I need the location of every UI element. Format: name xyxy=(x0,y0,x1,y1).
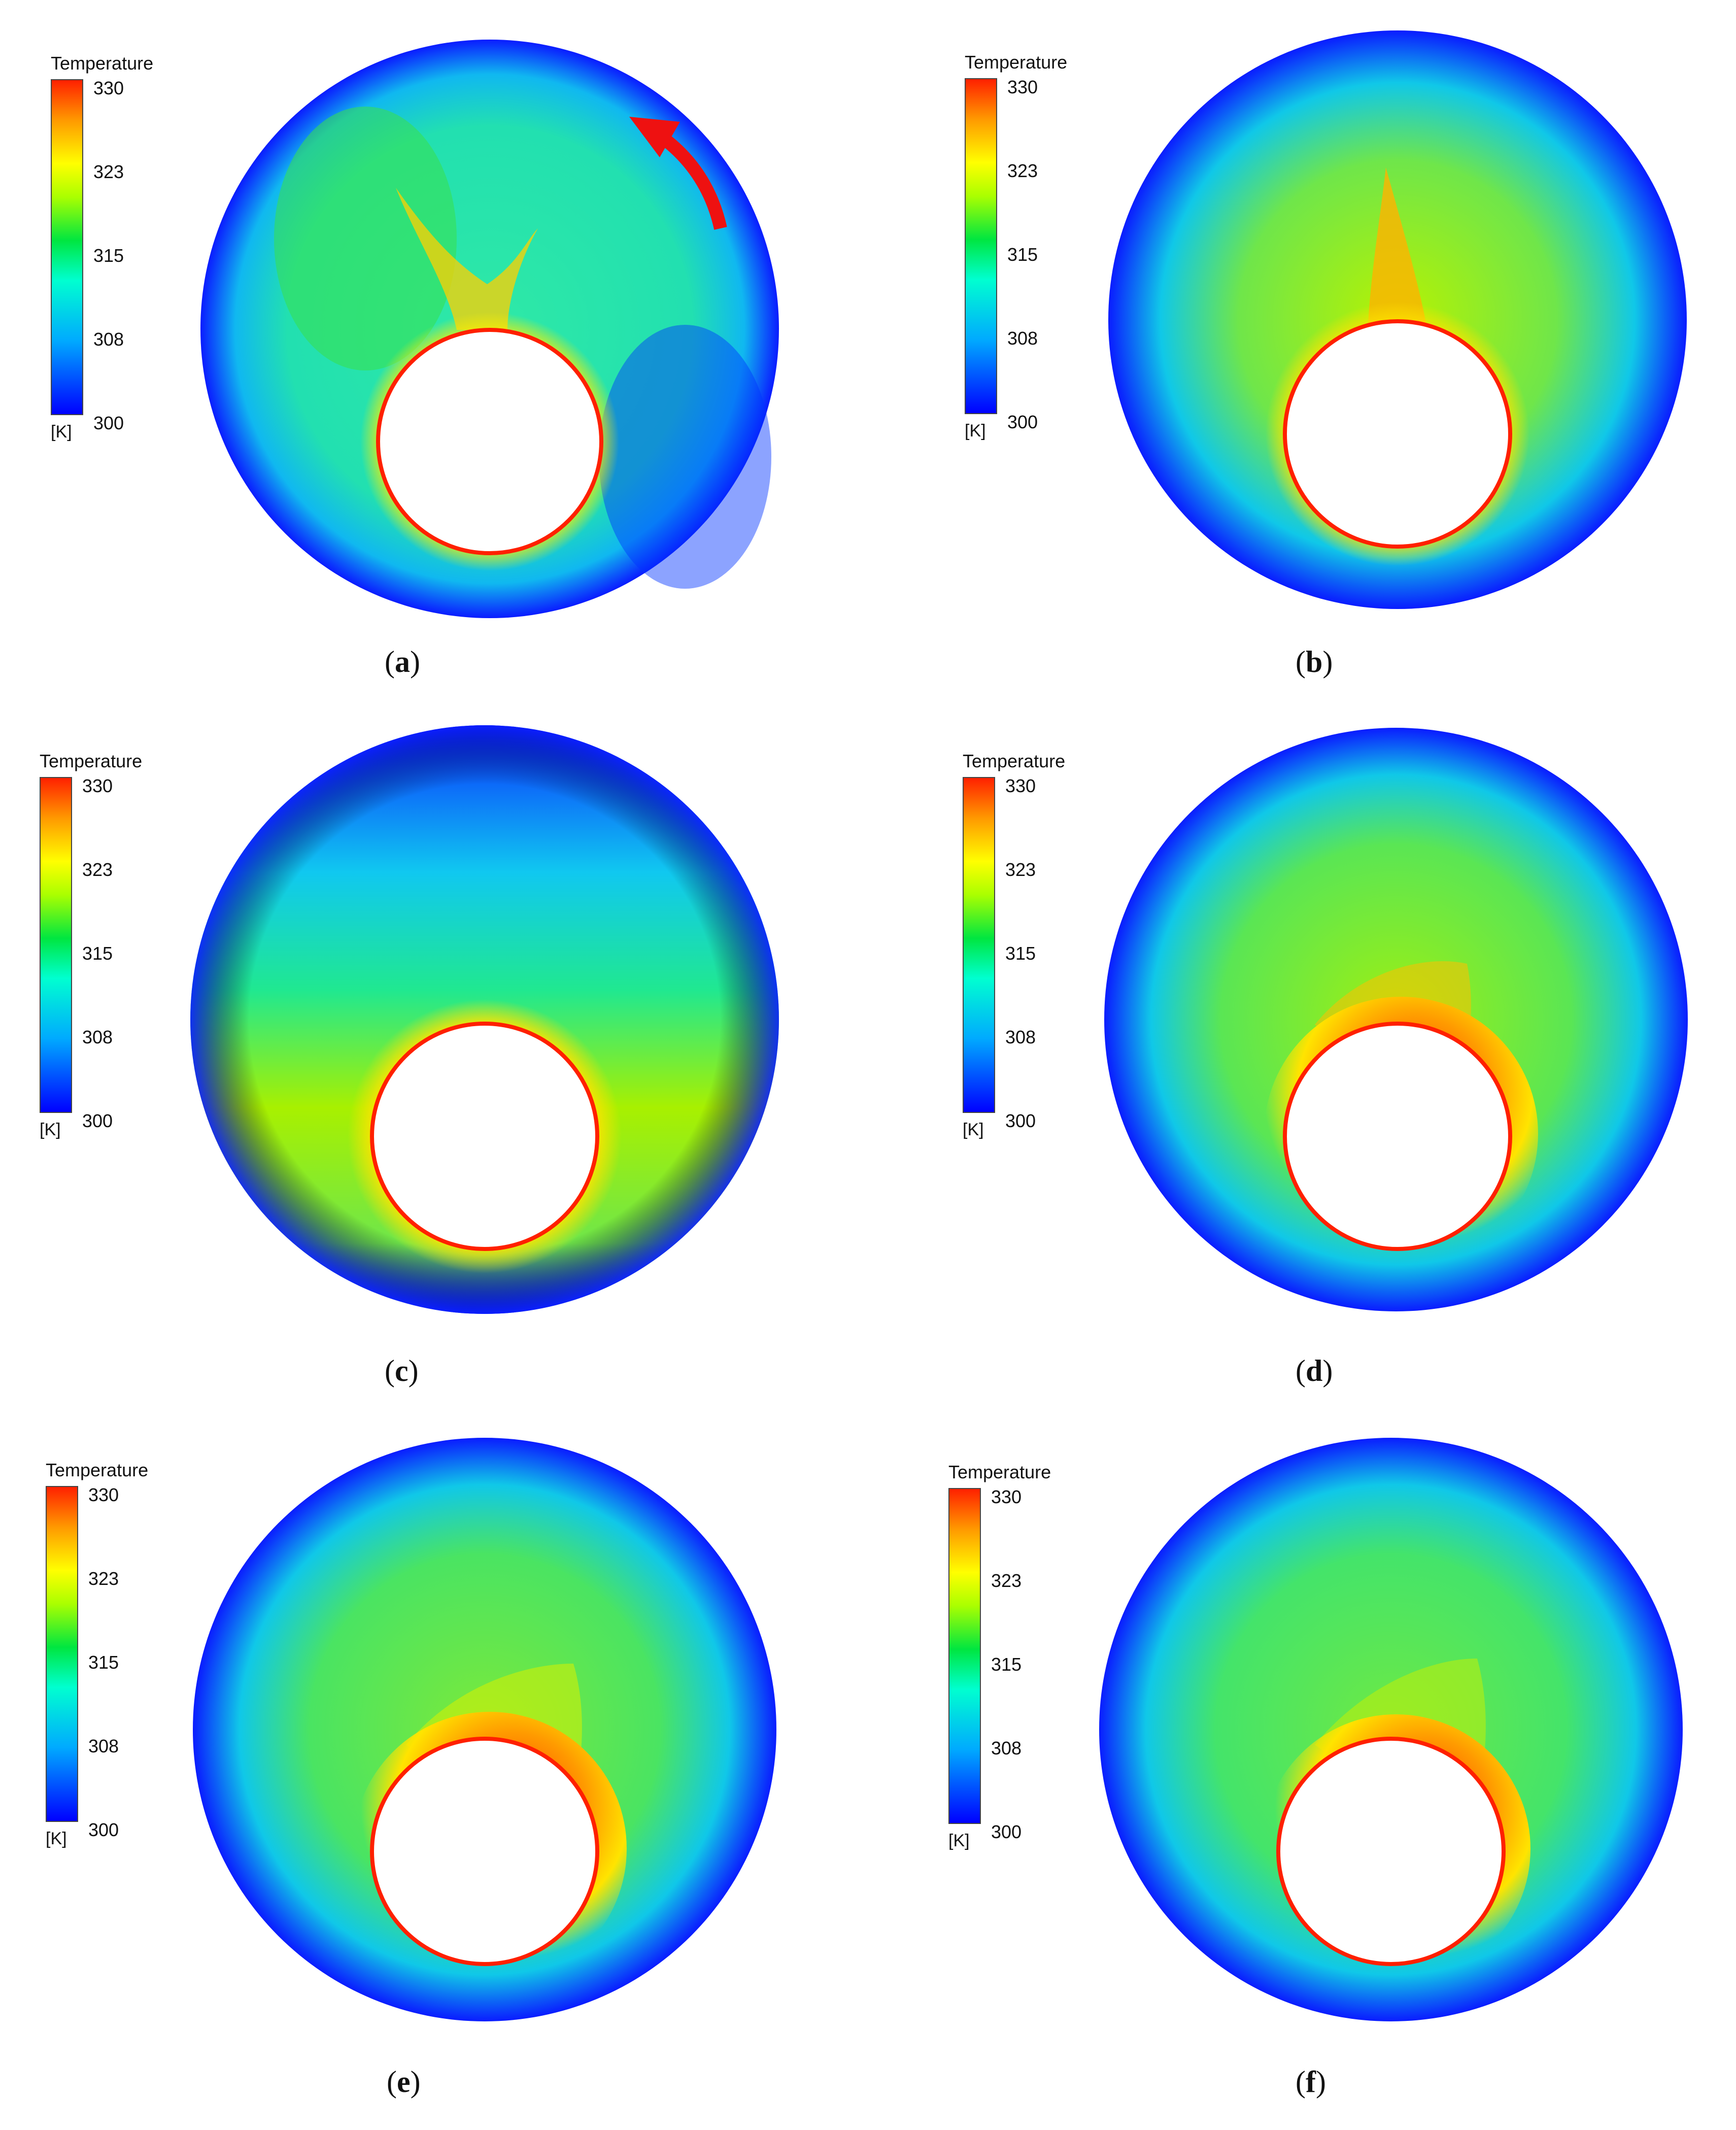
legend-tick: 323 xyxy=(1005,859,1036,880)
panel-c: Temperature 330 323 315 308 300 [K] (c) xyxy=(0,710,868,1420)
legend-unit: [K] xyxy=(965,421,986,441)
panel-caption: (a) xyxy=(385,645,420,679)
panel-b: Temperature 330 323 315 308 300 [K] (b) xyxy=(868,0,1736,710)
panel-f: Temperature 330 323 315 308 300 [K] (f) xyxy=(868,1420,1736,2130)
legend-tick: 315 xyxy=(88,1652,119,1673)
legend-colorbar xyxy=(51,79,83,415)
legend-colorbar xyxy=(948,1488,981,1824)
panel-caption: (b) xyxy=(1296,645,1333,679)
legend-unit: [K] xyxy=(963,1120,984,1139)
legend-tick: 308 xyxy=(82,1027,113,1047)
legend-unit: [K] xyxy=(40,1120,61,1139)
inner-cylinder xyxy=(1283,319,1512,549)
panel-caption: (d) xyxy=(1296,1354,1333,1388)
legend-tick: 308 xyxy=(93,329,124,350)
temperature-contour-d xyxy=(1104,728,1688,1311)
legend-tick: 315 xyxy=(82,943,113,964)
panel-caption: (c) xyxy=(385,1354,419,1388)
legend-tick: 308 xyxy=(1005,1027,1036,1047)
inner-cylinder xyxy=(376,328,603,555)
warm-lobe-left xyxy=(274,107,457,370)
legend-title: Temperature xyxy=(51,53,154,74)
legend-tick: 300 xyxy=(1007,412,1038,432)
legend-tick: 323 xyxy=(991,1570,1022,1591)
legend-colorbar xyxy=(46,1486,78,1822)
thermal-plume xyxy=(1368,167,1426,325)
panel-label: f xyxy=(1305,2065,1316,2099)
legend-tick: 323 xyxy=(93,161,124,182)
legend-tick: 323 xyxy=(1007,160,1038,181)
panel-label: d xyxy=(1305,1354,1323,1388)
legend-tick: 300 xyxy=(991,1821,1022,1842)
legend-tick: 315 xyxy=(991,1654,1022,1675)
panel-label: b xyxy=(1305,645,1323,679)
legend-title: Temperature xyxy=(963,751,1066,771)
inner-cylinder xyxy=(370,1022,599,1251)
legend-title: Temperature xyxy=(40,751,143,771)
legend-colorbar xyxy=(963,777,995,1113)
legend-colorbar xyxy=(965,78,997,414)
rotation-arrowhead xyxy=(629,117,680,157)
panel-caption: (e) xyxy=(387,2065,421,2099)
temperature-contour-a xyxy=(200,40,779,618)
legend-unit: [K] xyxy=(948,1831,970,1850)
panel-label: c xyxy=(394,1354,409,1388)
legend-tick: 330 xyxy=(991,1486,1022,1507)
legend-tick: 323 xyxy=(88,1568,119,1589)
legend-tick: 315 xyxy=(93,245,124,266)
panel-label: a xyxy=(394,645,410,679)
legend-tick: 330 xyxy=(88,1484,119,1505)
legend-tick: 300 xyxy=(93,413,124,433)
panel-d: Temperature 330 323 315 308 300 [K] (d) xyxy=(868,710,1736,1420)
temperature-contour-b xyxy=(1108,30,1687,609)
cool-region-right xyxy=(599,325,771,589)
thermal-plume xyxy=(396,188,538,330)
legend-title: Temperature xyxy=(965,52,1068,73)
legend-tick: 330 xyxy=(1005,775,1036,796)
legend-tick: 300 xyxy=(82,1110,113,1131)
legend-tick: 308 xyxy=(991,1738,1022,1759)
panel-e: Temperature 330 323 315 308 300 [K] (e) xyxy=(0,1420,868,2130)
legend-tick: 315 xyxy=(1007,244,1038,265)
legend-tick: 330 xyxy=(93,78,124,98)
panel-label: e xyxy=(396,2065,411,2099)
legend-tick: 330 xyxy=(82,775,113,796)
legend-tick: 308 xyxy=(1007,328,1038,349)
legend-tick: 300 xyxy=(1005,1110,1036,1131)
temperature-contour-f xyxy=(1099,1438,1683,2021)
legend-title: Temperature xyxy=(46,1460,149,1480)
panel-caption: (f) xyxy=(1296,2065,1326,2099)
legend-tick: 300 xyxy=(88,1819,119,1840)
legend-unit: [K] xyxy=(51,422,72,442)
inner-cylinder xyxy=(1283,1022,1512,1251)
legend-tick: 308 xyxy=(88,1736,119,1756)
inner-cylinder xyxy=(370,1737,599,1966)
legend-tick: 323 xyxy=(82,859,113,880)
panel-a: Temperature 330 323 315 308 300 [K] (a) xyxy=(0,0,868,710)
legend-tick: 315 xyxy=(1005,943,1036,964)
inner-cylinder xyxy=(1276,1737,1506,1966)
temperature-contour-c xyxy=(190,725,779,1314)
legend-title: Temperature xyxy=(948,1462,1051,1482)
temperature-contour-e xyxy=(193,1438,776,2021)
legend-tick: 330 xyxy=(1007,77,1038,97)
legend-colorbar xyxy=(40,777,72,1113)
legend-unit: [K] xyxy=(46,1829,67,1848)
